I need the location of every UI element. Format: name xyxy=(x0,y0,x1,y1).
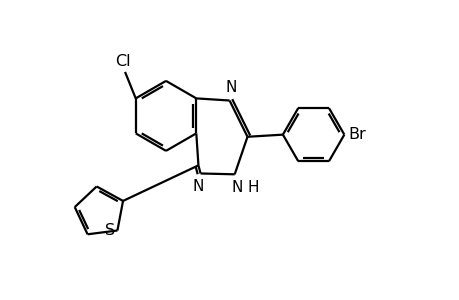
Text: N: N xyxy=(192,179,203,194)
Text: N: N xyxy=(225,80,236,95)
Text: N: N xyxy=(231,180,242,195)
Text: H: H xyxy=(247,180,259,195)
Text: Cl: Cl xyxy=(115,53,130,68)
Text: Br: Br xyxy=(348,127,365,142)
Text: S: S xyxy=(105,223,115,238)
